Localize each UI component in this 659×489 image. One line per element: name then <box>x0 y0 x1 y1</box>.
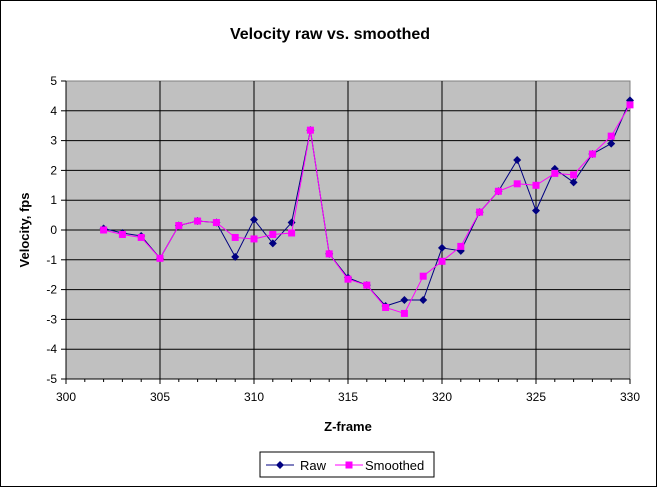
data-point-raw <box>607 139 616 148</box>
y-tick-label: 3 <box>50 134 57 148</box>
x-tick-label: 330 <box>620 390 640 404</box>
chart-title: Velocity raw vs. smoothed <box>230 26 430 43</box>
gridlines <box>66 81 630 379</box>
y-tick-label: 0 <box>50 223 57 237</box>
y-axis-title: Velocity, fps <box>17 193 32 268</box>
x-tick-label: 300 <box>56 390 76 404</box>
y-tick-label: 2 <box>50 163 57 177</box>
y-tick-label: -1 <box>46 253 57 267</box>
data-point-smoothed <box>212 219 220 227</box>
axes: -5 -4 -3 -2 -1 0 1 2 3 4 5 300 305 310 315 320 325 330 <box>46 74 640 404</box>
y-tick-label: -3 <box>46 312 57 326</box>
y-tick-label: 4 <box>50 104 57 118</box>
y-tick-label: 5 <box>50 74 57 88</box>
data-point-raw <box>513 155 522 164</box>
x-tick-label: 305 <box>150 390 170 404</box>
data-point-smoothed <box>494 187 502 195</box>
x-axis-title: Z-frame <box>324 419 372 434</box>
data-point-raw <box>419 296 428 305</box>
data-point-smoothed <box>156 254 164 262</box>
data-point-smoothed <box>250 235 258 243</box>
data-point-raw <box>231 252 240 261</box>
x-tick-label: 310 <box>244 390 264 404</box>
data-point-raw <box>250 215 258 224</box>
data-point-smoothed <box>118 230 126 238</box>
data-point-smoothed <box>419 272 427 280</box>
data-point-smoothed <box>269 230 277 238</box>
data-point-smoothed <box>476 208 484 216</box>
legend-marker-smoothed <box>345 461 353 469</box>
data-point-smoothed <box>551 169 559 177</box>
data-point-raw <box>569 178 578 187</box>
data-point-raw <box>400 296 409 305</box>
data-point-smoothed <box>400 309 408 317</box>
y-tick-label: -2 <box>46 283 57 297</box>
legend: Raw Smoothed <box>259 451 435 478</box>
data-point-smoothed <box>626 101 634 109</box>
data-point-smoothed <box>513 180 521 188</box>
data-point-smoothed <box>382 303 390 311</box>
data-point-smoothed <box>288 229 296 237</box>
data-point-smoothed <box>607 132 615 140</box>
y-tick-label: -4 <box>46 342 57 356</box>
x-tick-label: 315 <box>338 390 358 404</box>
series-smoothed <box>100 101 634 317</box>
data-point-smoothed <box>457 242 465 250</box>
data-point-smoothed <box>438 257 446 265</box>
legend-label-smoothed: Smoothed <box>365 458 424 473</box>
legend-label-raw: Raw <box>300 458 327 473</box>
data-point-smoothed <box>194 217 202 225</box>
series-layer <box>99 96 634 317</box>
data-point-smoothed <box>137 233 145 241</box>
x-tick-label: 320 <box>432 390 452 404</box>
data-point-smoothed <box>532 181 540 189</box>
data-point-smoothed <box>175 222 183 230</box>
data-point-smoothed <box>100 226 108 234</box>
data-point-raw <box>268 239 277 248</box>
data-point-smoothed <box>306 126 314 134</box>
data-point-smoothed <box>570 171 578 179</box>
y-tick-label: -5 <box>46 372 57 386</box>
data-point-smoothed <box>588 150 596 158</box>
data-point-raw <box>532 206 540 215</box>
x-tick-label: 325 <box>526 390 546 404</box>
legend-marker-raw <box>276 461 284 469</box>
data-point-smoothed <box>231 233 239 241</box>
data-point-raw <box>438 243 446 252</box>
data-point-smoothed <box>344 275 352 283</box>
data-point-smoothed <box>325 250 333 258</box>
y-tick-label: 1 <box>50 193 57 207</box>
data-point-smoothed <box>363 281 371 289</box>
